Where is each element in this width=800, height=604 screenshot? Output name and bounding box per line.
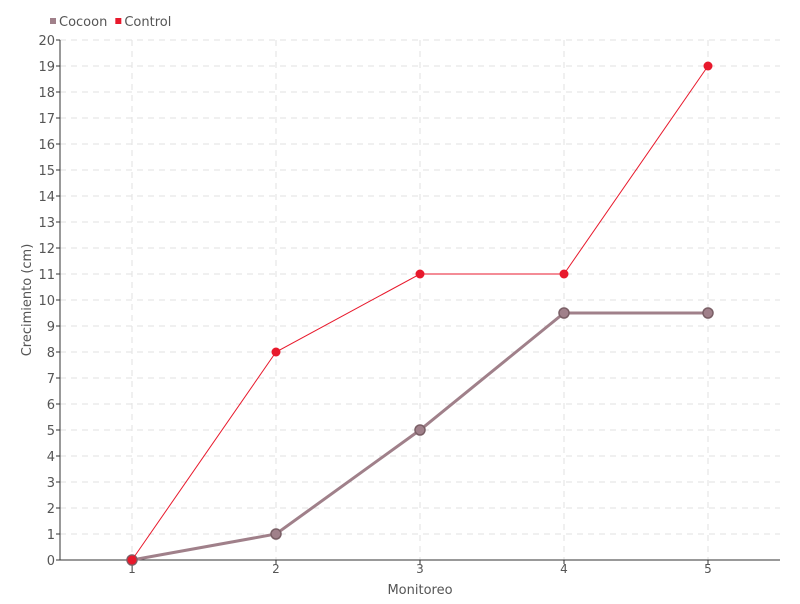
y-tick-label: 9 [47,320,55,335]
x-tick-label: 5 [704,562,712,576]
x-tick-label: 4 [560,562,568,576]
data-point-cocoon [558,307,570,319]
data-point-cocoon [702,307,714,319]
data-point-control [559,269,569,279]
y-tick-label: 20 [38,34,55,49]
y-tick-label: 18 [38,86,55,101]
grid [60,39,780,560]
legend-label: Control [124,15,171,30]
y-tick-label: 6 [47,398,55,413]
data-point-cocoon [270,528,282,540]
x-tick-label: 2 [272,562,280,576]
y-tick-label: 16 [38,138,55,153]
data-point-control [271,347,281,357]
y-tick-label: 7 [47,372,55,387]
y-tick-label: 5 [47,424,55,439]
data-point-control [127,555,137,565]
y-tick-label: 1 [47,528,55,543]
series [126,61,714,566]
legend-label: Cocoon [59,15,107,30]
y-tick-label: 11 [38,268,55,283]
y-tick-label: 8 [47,346,55,361]
x-tick-label: 3 [416,562,424,576]
data-point-cocoon [414,424,426,436]
y-tick-label: 15 [38,164,55,179]
y-tick-label: 10 [38,294,55,309]
y-tick-label: 14 [38,190,55,205]
y-tick-label: 13 [38,216,55,231]
legend: Cocoon Control [50,15,171,30]
x-tick-label: 1 [128,562,136,576]
y-tick-label: 4 [47,450,55,465]
y-tick-label: 3 [47,476,55,491]
data-point-control [415,269,425,279]
legend-swatch [115,18,122,24]
y-tick-label: 19 [38,60,55,75]
y-tick-label: 12 [38,242,55,257]
y-axis-label: Crecimiento (cm) [20,244,35,357]
x-axis-label: Monitoreo [387,583,452,598]
y-tick-label: 17 [38,112,55,127]
y-tick-label: 2 [47,502,55,517]
data-point-control [703,61,713,71]
legend-swatch [50,18,56,24]
y-tick-label: 0 [47,554,55,569]
